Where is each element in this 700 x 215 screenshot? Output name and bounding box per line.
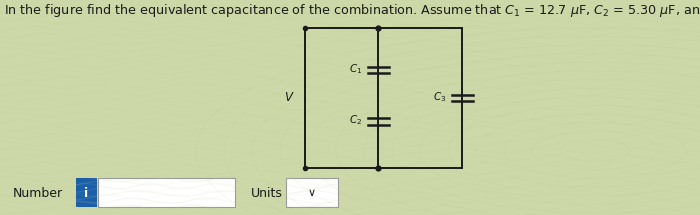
FancyBboxPatch shape [76,178,97,207]
Text: In the figure find the equivalent capacitance of the combination. Assume that $C: In the figure find the equivalent capaci… [4,2,700,19]
Text: Units: Units [251,187,283,200]
FancyBboxPatch shape [286,178,338,207]
Text: V: V [284,91,292,104]
FancyBboxPatch shape [98,178,234,207]
Text: ∨: ∨ [308,189,316,198]
Text: $C_2$: $C_2$ [349,114,362,127]
Text: $C_1$: $C_1$ [349,62,362,76]
Text: $C_3$: $C_3$ [433,90,446,104]
Text: Number: Number [13,187,63,200]
Text: i: i [84,187,88,200]
